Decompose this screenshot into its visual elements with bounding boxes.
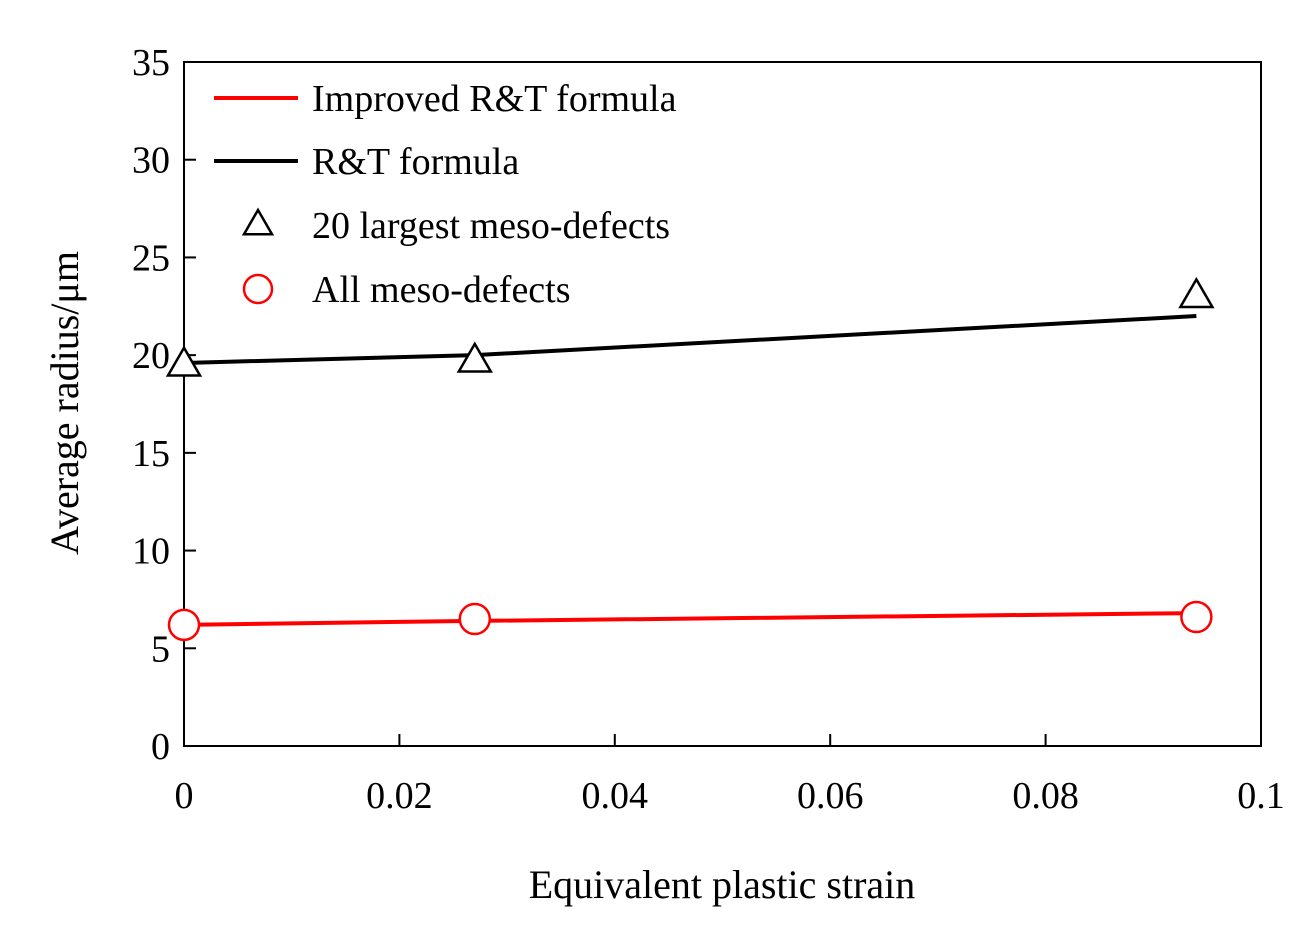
legend-label: R&T formula bbox=[312, 141, 519, 183]
y-tick-label: 25 bbox=[132, 237, 170, 279]
legend-entry: All meso-defects bbox=[242, 269, 571, 311]
x-tick-label: 0.02 bbox=[366, 775, 433, 817]
triangle-marker bbox=[165, 345, 203, 377]
legend: Improved R&T formula R&T formula 20 larges… bbox=[214, 78, 677, 311]
triangle-marker bbox=[456, 341, 493, 373]
y-tick-label: 10 bbox=[132, 531, 170, 573]
legend-label: 20 largest meso-defects bbox=[312, 205, 670, 247]
legend-entry: Improved R&T formula bbox=[214, 78, 677, 120]
series-improved-r-t-formula bbox=[183, 611, 1197, 627]
series-line bbox=[183, 611, 1197, 627]
circle-marker bbox=[1180, 600, 1213, 634]
legend-entry: R&T formula bbox=[214, 141, 519, 183]
series-all-meso-defects bbox=[167, 600, 1213, 642]
series-line bbox=[183, 314, 1197, 365]
y-axis-title: Average radius/μm bbox=[42, 251, 87, 555]
y-tick-label: 30 bbox=[132, 140, 170, 182]
y-tick-label: 35 bbox=[132, 42, 170, 84]
y-tick-label: 20 bbox=[132, 335, 170, 377]
legend-label: Improved R&T formula bbox=[312, 78, 677, 120]
data-series bbox=[165, 276, 1215, 642]
x-axis-title: Equivalent plastic strain bbox=[529, 862, 916, 907]
series-r-t-formula bbox=[183, 314, 1197, 365]
legend-label: All meso-defects bbox=[312, 269, 571, 311]
plot-area bbox=[183, 61, 1262, 747]
x-tick-label: 0.06 bbox=[797, 775, 864, 817]
y-tick-label: 0 bbox=[151, 726, 170, 768]
circle-marker bbox=[458, 602, 492, 636]
axis-tick-labels: 0 0.02 0.04 0.06 0.08 0.1 0 5 10 15 20 25 30 35 bbox=[132, 42, 1285, 817]
legend-entry: 20 largest meso-defects bbox=[241, 205, 670, 247]
plot-frame bbox=[183, 61, 1262, 747]
axis-ticks bbox=[183, 61, 1262, 747]
x-tick-label: 0.08 bbox=[1012, 775, 1079, 817]
x-tick-label: 0.04 bbox=[582, 775, 649, 817]
triangle-marker bbox=[1178, 276, 1215, 309]
legend-swatch-circle bbox=[242, 273, 274, 305]
series-20-largest-meso-defects bbox=[165, 276, 1215, 377]
y-tick-label: 15 bbox=[132, 433, 170, 475]
x-tick-label: 0 bbox=[175, 775, 194, 817]
circle-marker bbox=[167, 608, 201, 642]
x-tick-label: 0.1 bbox=[1237, 775, 1285, 817]
legend-swatch-triangle bbox=[241, 207, 275, 236]
y-tick-label: 5 bbox=[151, 628, 170, 670]
